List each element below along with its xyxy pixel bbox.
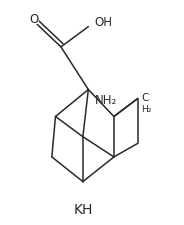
Text: NH₂: NH₂ [95, 94, 117, 107]
Text: O: O [30, 13, 39, 26]
Text: H₂: H₂ [141, 105, 152, 114]
Text: KH: KH [73, 202, 93, 216]
Text: C: C [141, 93, 149, 103]
Text: OH: OH [95, 16, 113, 28]
